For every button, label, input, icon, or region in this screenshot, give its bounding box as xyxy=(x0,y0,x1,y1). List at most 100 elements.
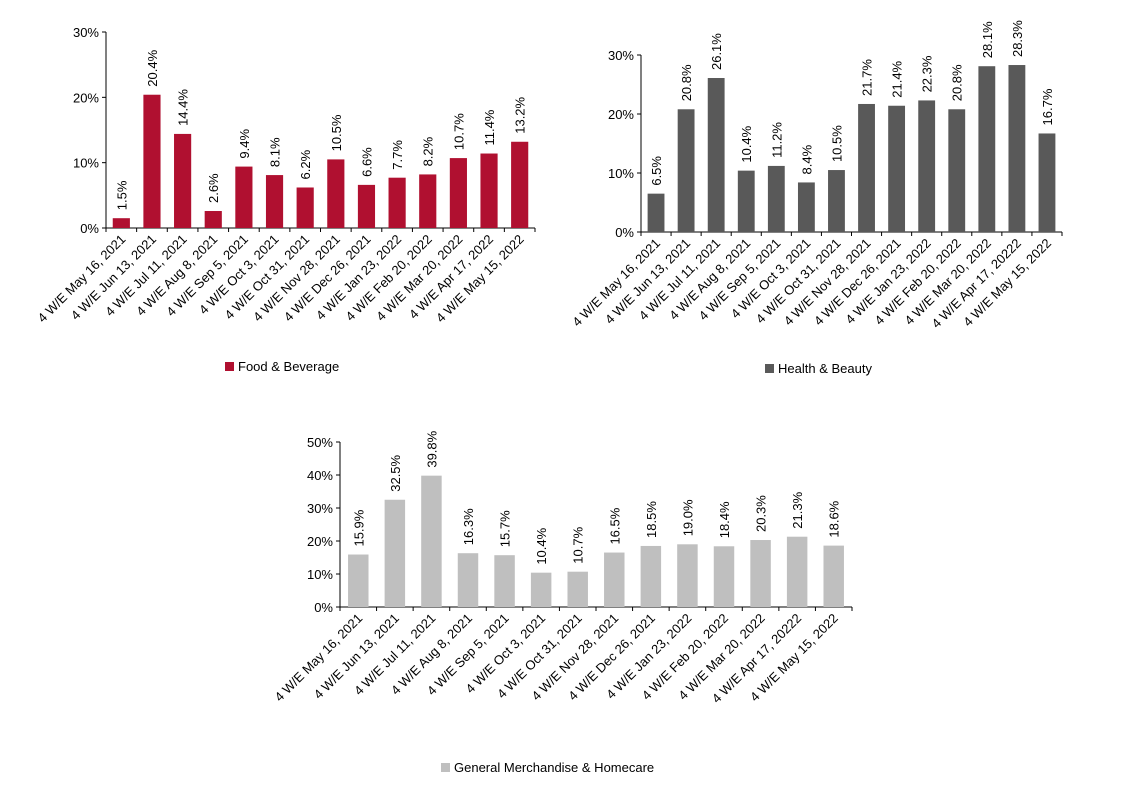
value-label: 15.9% xyxy=(351,509,366,546)
bar xyxy=(143,94,161,228)
bar xyxy=(530,572,552,607)
bar xyxy=(786,536,808,607)
value-label: 20.4% xyxy=(145,49,160,86)
value-label: 8.1% xyxy=(268,137,283,167)
value-label: 10.4% xyxy=(739,125,754,162)
y-tick-label: 30% xyxy=(73,25,99,40)
legend-label: Health & Beauty xyxy=(778,361,872,376)
value-label: 18.5% xyxy=(644,501,659,538)
bar xyxy=(677,544,698,607)
bar xyxy=(112,218,130,228)
value-label: 20.3% xyxy=(754,495,769,532)
value-label: 1.5% xyxy=(114,180,129,210)
bar xyxy=(823,545,844,607)
bar xyxy=(174,133,192,228)
value-label: 8.4% xyxy=(799,144,814,174)
bar xyxy=(511,141,529,228)
value-label: 22.3% xyxy=(920,55,935,92)
bar xyxy=(296,187,314,228)
value-label: 21.7% xyxy=(860,59,875,96)
y-tick-label: 0% xyxy=(80,221,99,236)
bar xyxy=(604,552,625,607)
value-label: 16.7% xyxy=(1040,88,1055,125)
bar xyxy=(421,475,442,607)
y-tick-label: 20% xyxy=(608,107,634,122)
value-label: 19.0% xyxy=(680,499,695,536)
bar xyxy=(737,170,755,232)
value-label: 2.6% xyxy=(206,173,221,203)
value-label: 11.2% xyxy=(769,122,784,158)
bar xyxy=(419,174,437,228)
legend-label: Food & Beverage xyxy=(238,359,339,374)
value-label: 18.4% xyxy=(717,501,732,538)
y-tick-label: 10% xyxy=(307,567,333,582)
y-tick-label: 20% xyxy=(73,90,99,105)
bar xyxy=(567,571,588,607)
value-label: 20.8% xyxy=(950,64,965,101)
bar xyxy=(750,540,771,607)
y-tick-label: 20% xyxy=(307,534,333,549)
bar xyxy=(204,211,222,228)
bar xyxy=(797,182,815,232)
value-label: 14.4% xyxy=(176,89,191,126)
bar xyxy=(1008,65,1026,232)
bar xyxy=(640,545,662,607)
bar xyxy=(677,109,695,232)
legend-swatch xyxy=(765,364,774,373)
bar xyxy=(707,78,725,232)
bar xyxy=(888,105,906,232)
value-label: 21.3% xyxy=(790,491,805,528)
bar xyxy=(647,193,665,232)
y-tick-label: 0% xyxy=(615,225,634,240)
value-label: 10.7% xyxy=(571,526,586,563)
value-label: 10.5% xyxy=(829,125,844,162)
bar xyxy=(357,184,376,228)
value-label: 28.3% xyxy=(1010,20,1025,57)
value-label: 20.8% xyxy=(679,64,694,101)
value-label: 6.6% xyxy=(359,147,374,177)
bar xyxy=(384,499,406,607)
bar xyxy=(449,158,467,228)
y-tick-label: 10% xyxy=(608,166,634,181)
value-label: 7.7% xyxy=(390,140,405,170)
value-label: 28.1% xyxy=(980,21,995,58)
y-tick-label: 10% xyxy=(73,156,99,171)
bar xyxy=(480,153,498,228)
bar xyxy=(494,555,515,607)
value-label: 9.4% xyxy=(237,129,252,159)
bar xyxy=(388,177,406,228)
legend-swatch xyxy=(441,763,450,772)
bar xyxy=(348,554,369,607)
y-tick-label: 30% xyxy=(307,501,333,516)
bar xyxy=(1038,133,1056,232)
y-tick-label: 30% xyxy=(608,48,634,63)
bar xyxy=(235,166,253,228)
value-label: 32.5% xyxy=(388,454,403,491)
value-label: 6.5% xyxy=(649,156,664,186)
bar xyxy=(828,170,845,232)
value-label: 10.5% xyxy=(329,114,344,151)
bar xyxy=(858,103,875,232)
value-label: 16.5% xyxy=(607,507,622,544)
value-label: 16.3% xyxy=(461,508,476,545)
bar xyxy=(918,100,936,233)
bar xyxy=(978,66,996,233)
value-label: 10.7% xyxy=(451,113,466,150)
bar xyxy=(265,175,284,228)
bar xyxy=(457,553,479,607)
value-label: 11.4% xyxy=(482,109,497,145)
y-tick-label: 50% xyxy=(307,435,333,450)
value-label: 18.6% xyxy=(827,500,842,537)
value-label: 15.7% xyxy=(498,510,513,547)
bar xyxy=(767,165,785,232)
legend-label: General Merchandise & Homecare xyxy=(454,760,654,775)
value-label: 13.2% xyxy=(513,96,528,133)
value-label: 6.2% xyxy=(298,149,313,179)
bar xyxy=(948,109,966,232)
legend-swatch xyxy=(225,362,234,371)
value-label: 10.4% xyxy=(534,527,549,564)
value-label: 21.4% xyxy=(890,60,905,97)
value-label: 39.8% xyxy=(424,430,439,467)
bar xyxy=(713,546,735,607)
